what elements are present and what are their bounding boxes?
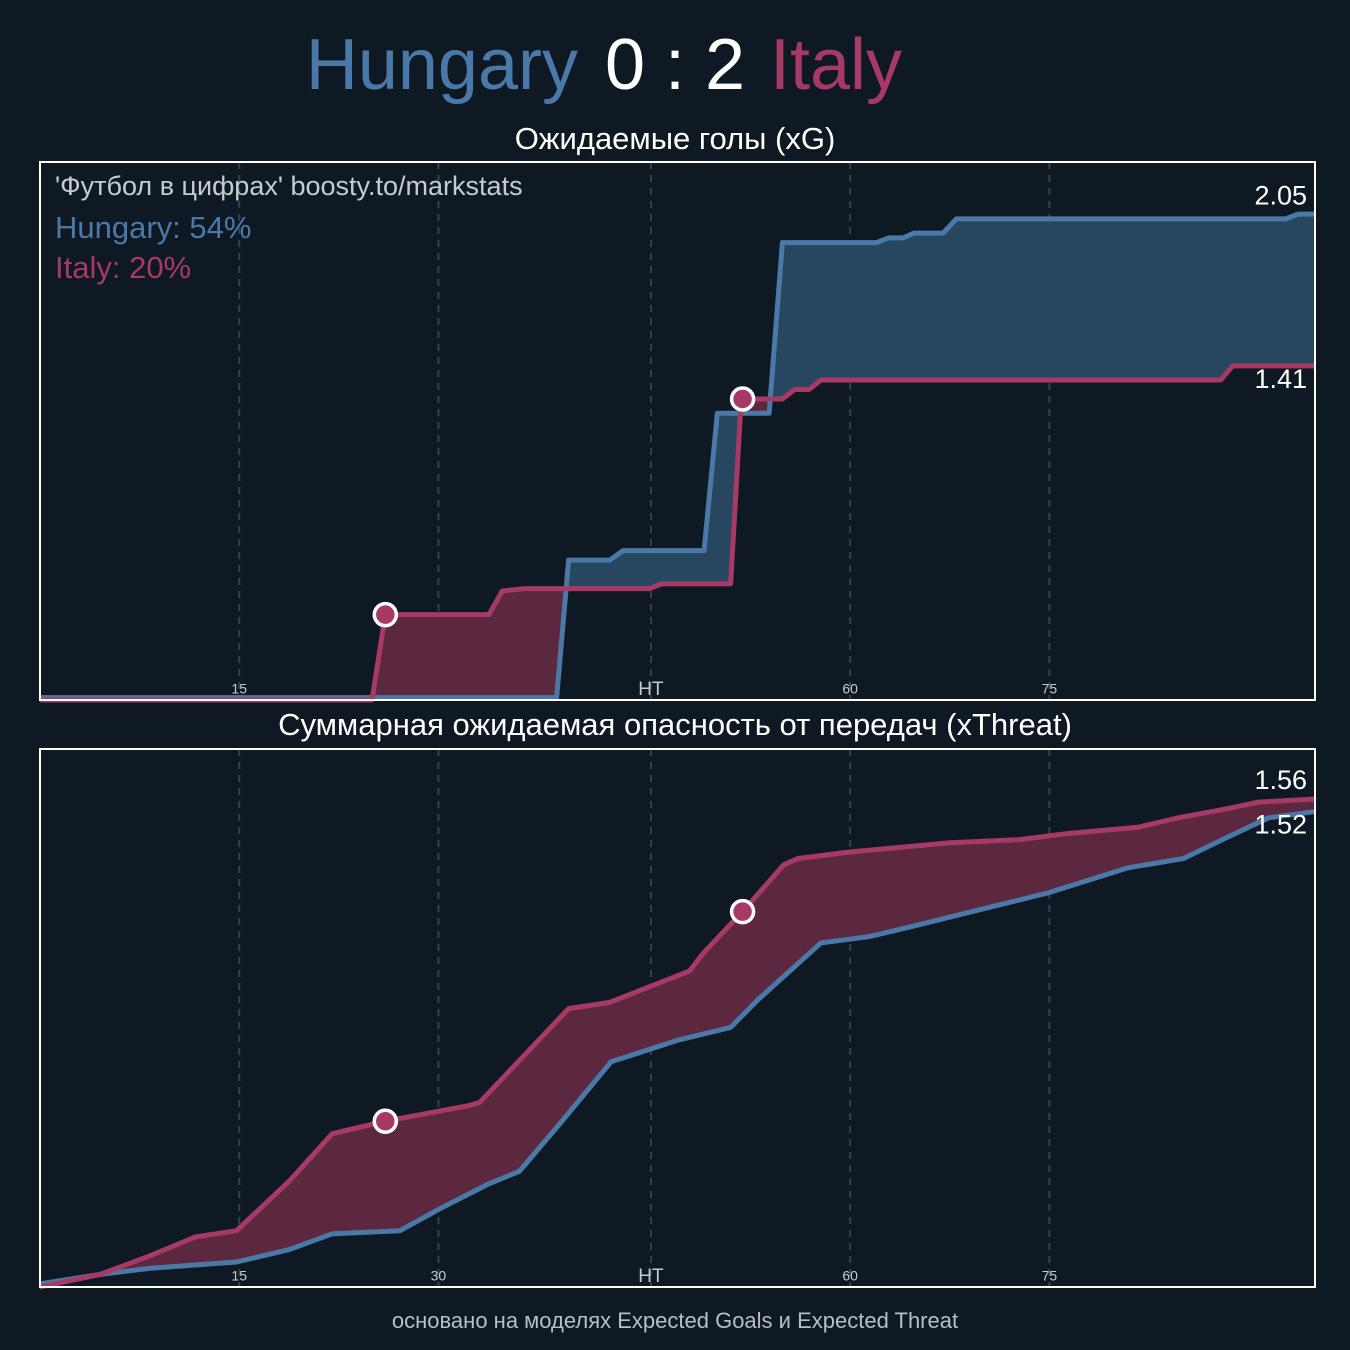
goal-marker [372, 1108, 399, 1134]
x-tick-label: 75 [1042, 1268, 1058, 1284]
home-team: Hungary [306, 25, 578, 105]
fill-area [40, 214, 1315, 700]
end-label: 1.41 [1254, 364, 1307, 394]
plot-frame [39, 748, 1316, 1288]
end-label: 1.56 [1254, 765, 1307, 795]
goal-marker [729, 386, 756, 412]
annotation: 'Футбол в цифрах' boosty.to/markstats [55, 171, 523, 201]
x-tick-label: 15 [231, 1268, 247, 1284]
chart-title: Ожидаемые голы (xG) [515, 121, 836, 156]
x-tick-label: 60 [842, 1268, 858, 1284]
end-label: 1.52 [1254, 810, 1307, 840]
series-line [39, 796, 1316, 1290]
series-line [40, 363, 1315, 703]
x-tick-label: HT [638, 679, 664, 700]
series-line [40, 211, 1315, 701]
goal-marker [729, 898, 756, 925]
plot-frame [39, 161, 1316, 701]
chart-title: Суммарная ожидаемая опасность от передач… [278, 707, 1072, 742]
score: 0 : 2 [605, 25, 745, 105]
annotation: Hungary: 54% [55, 210, 251, 245]
series-line [39, 809, 1316, 1287]
x-tick-label: 15 [231, 681, 247, 697]
end-label: 2.05 [1254, 180, 1307, 210]
fill-area [40, 811, 1315, 1287]
x-tick-label: HT [638, 1266, 664, 1287]
goal-marker [372, 601, 399, 628]
annotation: Italy: 20% [55, 250, 191, 285]
fill-area [40, 799, 1315, 1284]
footer: основано на моделях Expected Goals и Exp… [392, 1308, 958, 1333]
fill-area [40, 365, 1315, 698]
x-tick-label: 30 [431, 1268, 447, 1284]
x-tick-label: 60 [842, 681, 858, 697]
x-tick-label: 75 [1042, 681, 1058, 697]
away-team: Italy [770, 25, 902, 105]
